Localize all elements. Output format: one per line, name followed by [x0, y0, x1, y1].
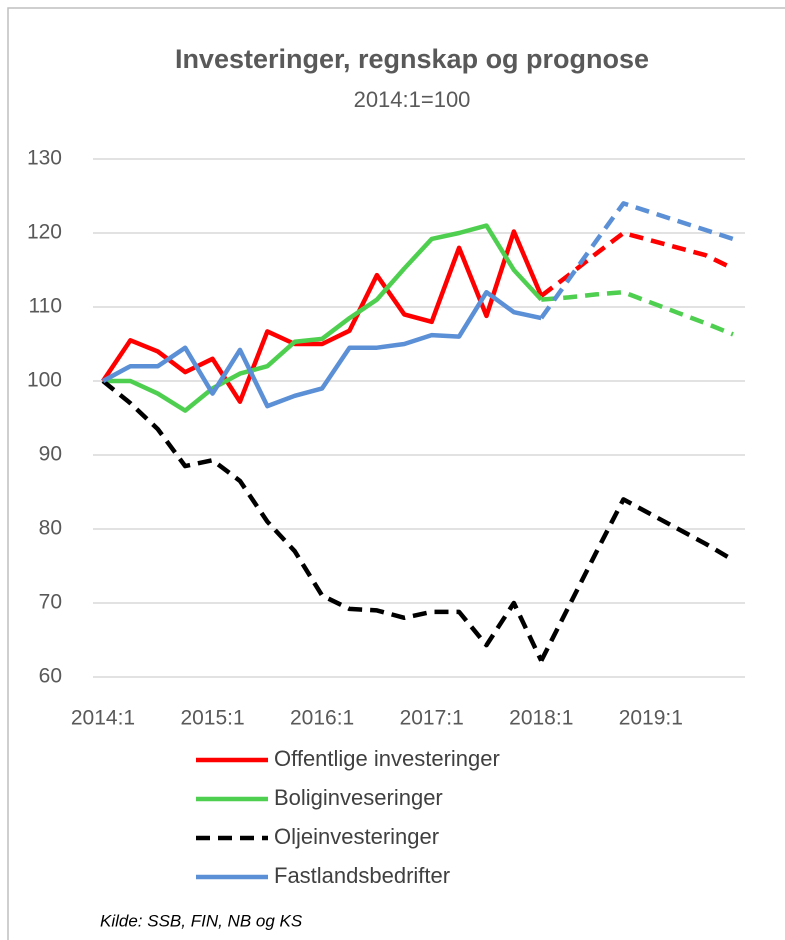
- forecast-line: [541, 289, 734, 337]
- series-line: [101, 229, 544, 404]
- y-tick-label: 110: [29, 295, 62, 318]
- frame: [7, 7, 785, 940]
- chart-subtitle: 2014:1=100: [354, 87, 471, 112]
- series-line: [101, 379, 544, 662]
- legend-label: Fastlandsbedrifter: [274, 863, 450, 888]
- forecast-line: [539, 230, 734, 298]
- y-tick-label: 120: [27, 221, 62, 244]
- legend-label: Oljeinvesteringer: [274, 824, 439, 849]
- source: Kilde: SSB, FIN, NB og KS: [100, 911, 303, 930]
- y-tick-label: 80: [39, 517, 62, 540]
- y-tick-label: 60: [39, 665, 62, 688]
- x-tick-label: 2016:1: [290, 707, 354, 730]
- legend-label: Offentlige investeringer: [274, 746, 500, 771]
- y-tick-label: 70: [39, 591, 62, 614]
- y-tick-label: 130: [27, 147, 62, 170]
- chart-title: Investeringer, regnskap og prognose: [175, 44, 649, 74]
- series-line: [101, 289, 542, 409]
- forecast-line: [539, 497, 735, 662]
- forecast-line: [539, 201, 734, 320]
- x-tick-label: 2017:1: [400, 707, 464, 730]
- series-line: [103, 223, 543, 413]
- y-tick-label: 100: [27, 369, 62, 392]
- y-tick-label: 90: [39, 443, 62, 466]
- x-tick-label: 2019:1: [619, 707, 683, 730]
- x-tick-label: 2018:1: [509, 707, 573, 730]
- x-tick-label: 2014:1: [71, 707, 135, 730]
- legend-label: Boliginveseringer: [274, 785, 443, 810]
- x-tick-label: 2015:1: [180, 707, 244, 730]
